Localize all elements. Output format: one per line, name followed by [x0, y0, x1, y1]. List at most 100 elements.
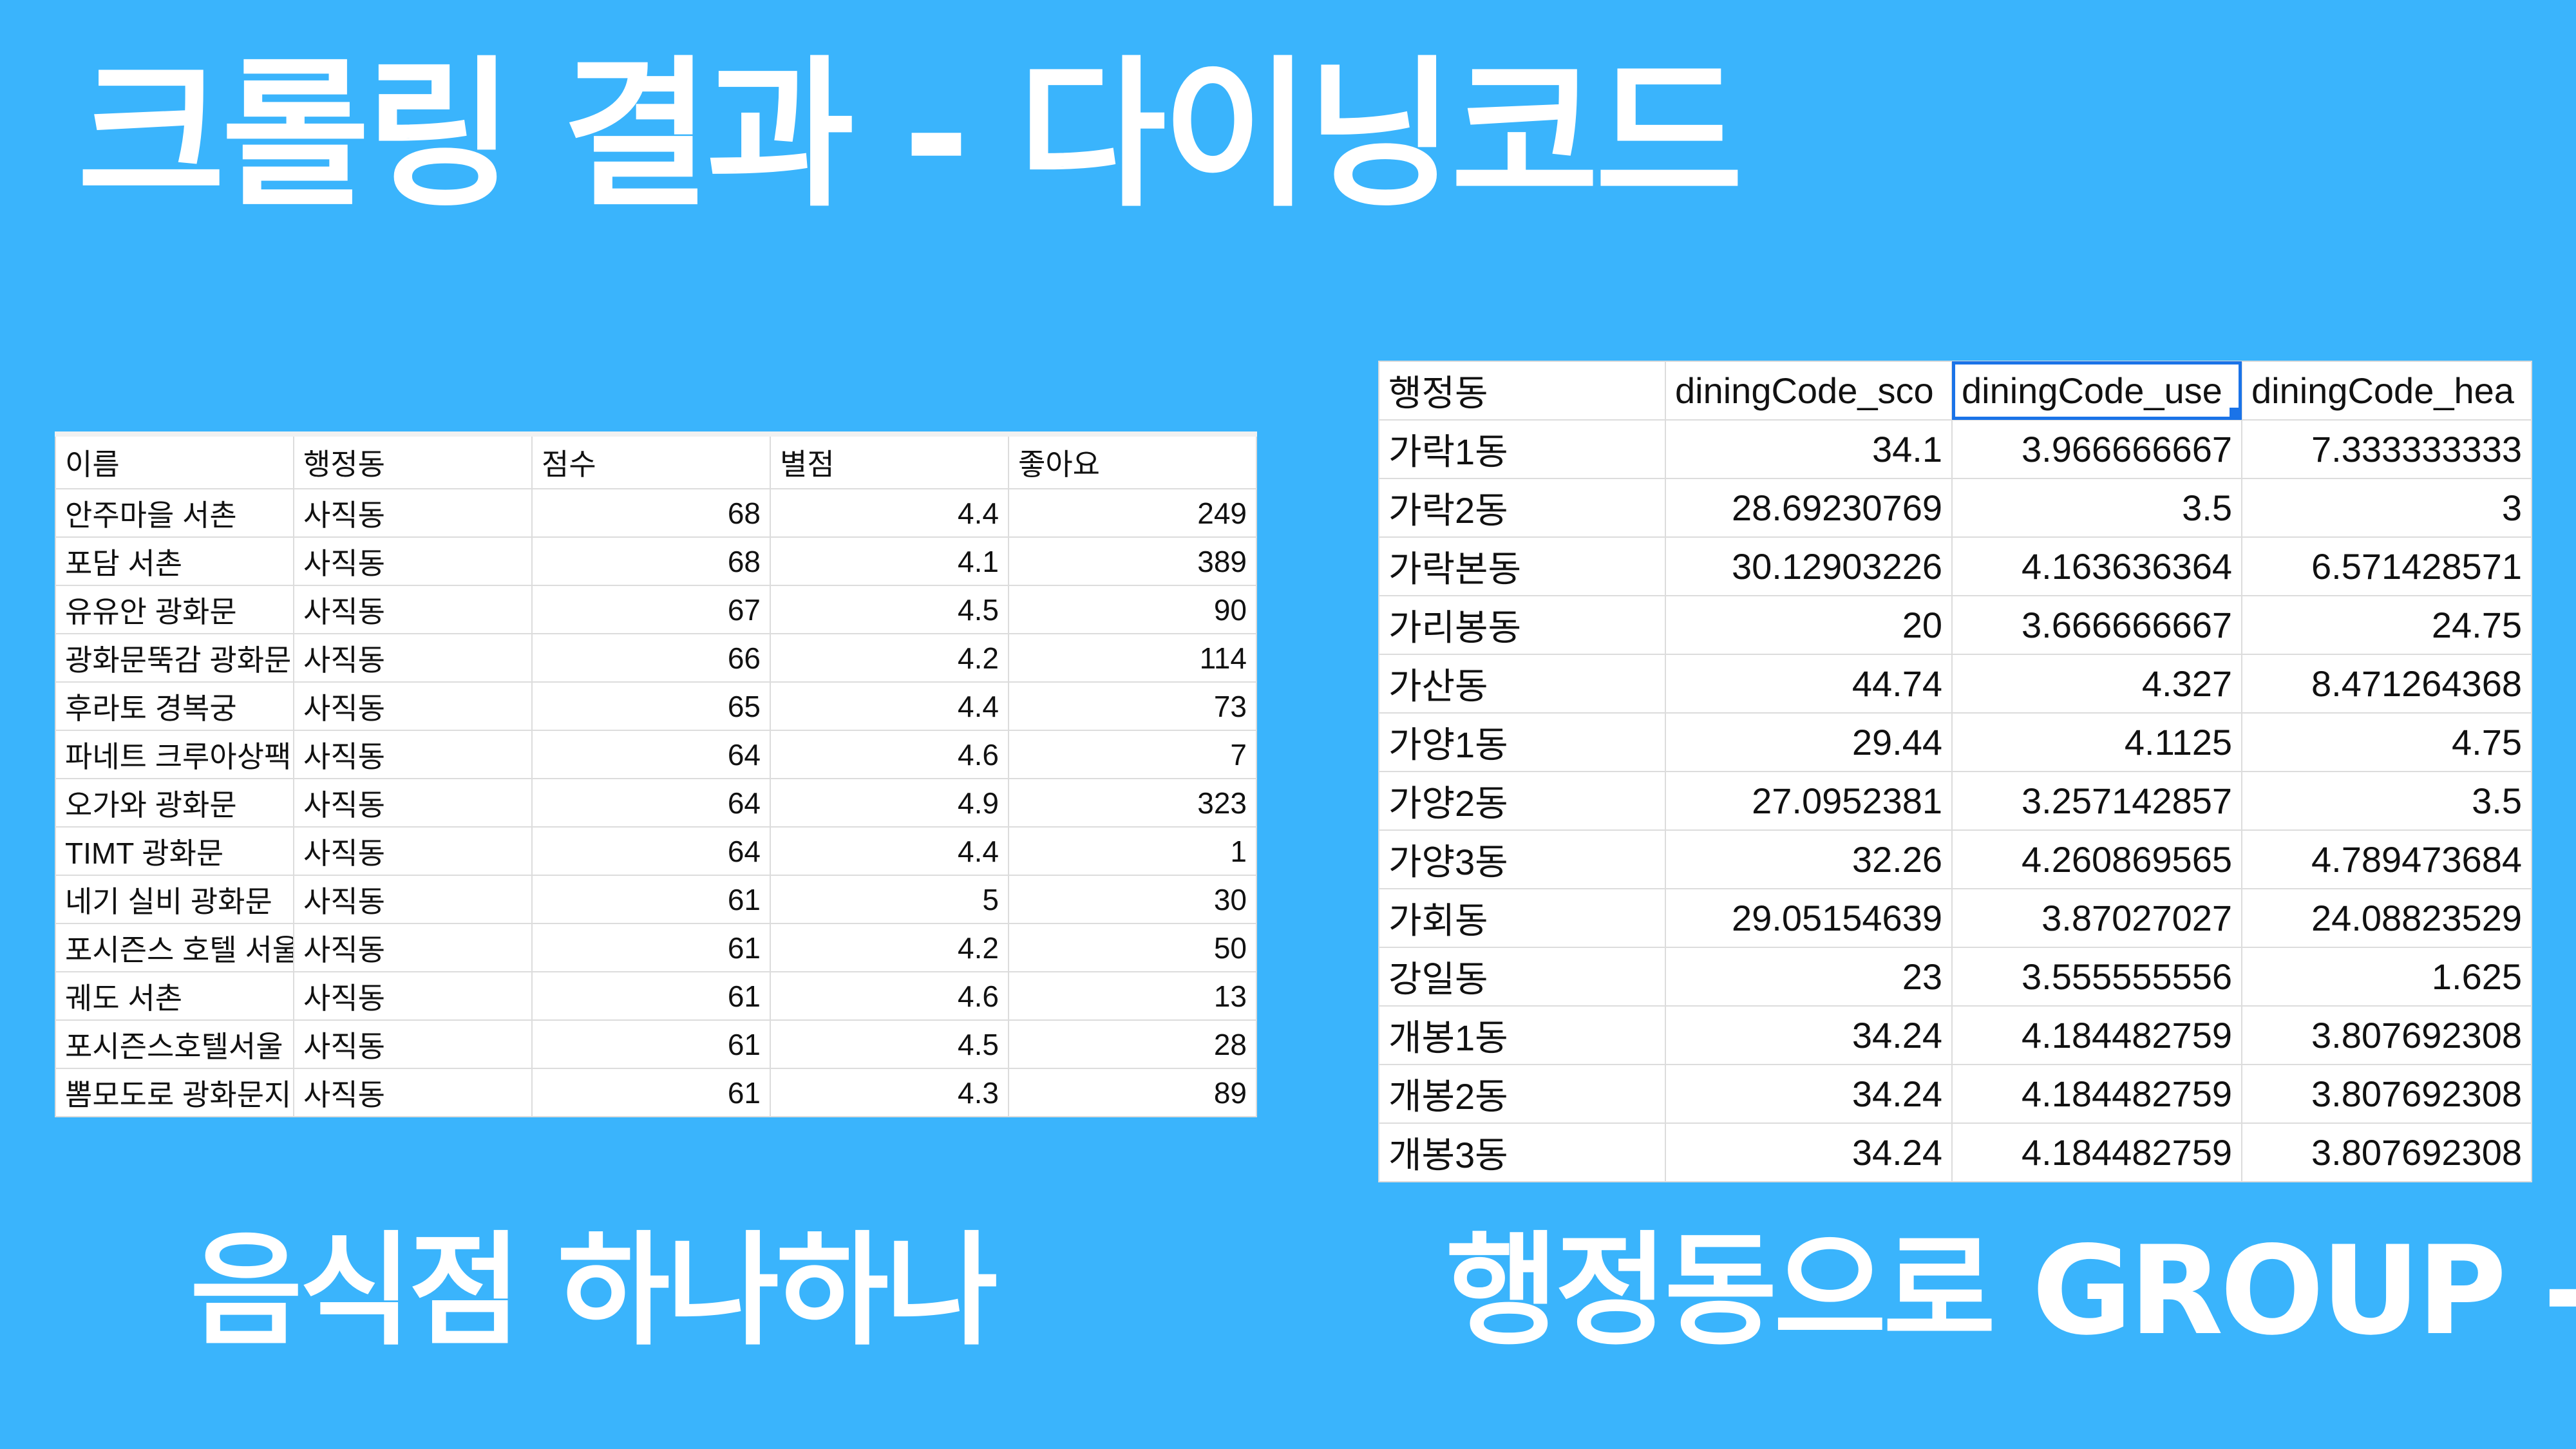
- table-cell[interactable]: 1: [1008, 826, 1257, 876]
- table-cell[interactable]: 68: [531, 488, 771, 538]
- table-cell[interactable]: 90: [1008, 585, 1257, 634]
- table-cell[interactable]: 사직동: [293, 488, 533, 538]
- table-cell[interactable]: 3.257142857: [1951, 771, 2242, 831]
- table-cell[interactable]: 가양1동: [1378, 712, 1666, 772]
- table-cell[interactable]: 4.2: [770, 923, 1009, 972]
- table-cell[interactable]: 5: [770, 875, 1009, 924]
- table-cell[interactable]: 개봉1동: [1378, 1005, 1666, 1065]
- table-cell[interactable]: 32.26: [1665, 829, 1953, 889]
- table-cell[interactable]: 13: [1008, 971, 1257, 1021]
- table-cell[interactable]: 가락2동: [1378, 478, 1666, 538]
- table-cell[interactable]: 64: [531, 730, 771, 779]
- table-cell[interactable]: 사직동: [293, 923, 533, 972]
- table-cell[interactable]: TIMT 광화문: [55, 826, 294, 876]
- table-cell[interactable]: 4.163636364: [1951, 536, 2242, 596]
- table-cell[interactable]: 4.327: [1951, 654, 2242, 714]
- table-cell[interactable]: 안주마을 서촌: [55, 488, 294, 538]
- table-cell[interactable]: 8.471264368: [2241, 654, 2532, 714]
- table-cell[interactable]: 사직동: [293, 826, 533, 876]
- table-cell[interactable]: 사직동: [293, 1019, 533, 1069]
- table-cell[interactable]: 4.9: [770, 778, 1009, 828]
- table-cell[interactable]: 가회동: [1378, 888, 1666, 948]
- table-cell[interactable]: 가산동: [1378, 654, 1666, 714]
- table-cell[interactable]: 6.571428571: [2241, 536, 2532, 596]
- table-cell[interactable]: 1.625: [2241, 947, 2532, 1007]
- table-cell[interactable]: 3.5: [2241, 771, 2532, 831]
- table-cell[interactable]: 34.24: [1665, 1122, 1953, 1182]
- table-cell[interactable]: 3.5: [1951, 478, 2242, 538]
- table-cell[interactable]: 사직동: [293, 778, 533, 828]
- table-cell[interactable]: 4.184482759: [1951, 1005, 2242, 1065]
- table-cell[interactable]: 개봉3동: [1378, 1122, 1666, 1182]
- table-cell[interactable]: 61: [531, 1019, 771, 1069]
- table-cell[interactable]: 사직동: [293, 730, 533, 779]
- table-cell[interactable]: 4.184482759: [1951, 1064, 2242, 1124]
- column-header[interactable]: 점수: [531, 431, 771, 489]
- table-cell[interactable]: 3.807692308: [2241, 1122, 2532, 1182]
- table-cell[interactable]: 4.4: [770, 488, 1009, 538]
- table-cell[interactable]: 4.75: [2241, 712, 2532, 772]
- table-cell[interactable]: 4.1: [770, 536, 1009, 586]
- table-cell[interactable]: 44.74: [1665, 654, 1953, 714]
- table-cell[interactable]: 34.24: [1665, 1005, 1953, 1065]
- table-cell[interactable]: 후라토 경복궁: [55, 681, 294, 731]
- table-cell[interactable]: 4.4: [770, 681, 1009, 731]
- table-cell[interactable]: 64: [531, 826, 771, 876]
- table-cell[interactable]: 249: [1008, 488, 1257, 538]
- table-cell[interactable]: 34.1: [1665, 419, 1953, 479]
- table-cell[interactable]: 사직동: [293, 585, 533, 634]
- column-header[interactable]: 이름: [55, 431, 294, 489]
- table-cell[interactable]: 50: [1008, 923, 1257, 972]
- table-cell[interactable]: 64: [531, 778, 771, 828]
- table-cell[interactable]: 3.807692308: [2241, 1064, 2532, 1124]
- column-header[interactable]: 행정동: [1378, 361, 1666, 421]
- table-cell[interactable]: 광화문뚝감 광화문: [55, 633, 294, 683]
- table-cell[interactable]: 사직동: [293, 681, 533, 731]
- table-cell[interactable]: 27.0952381: [1665, 771, 1953, 831]
- table-cell[interactable]: 65: [531, 681, 771, 731]
- table-cell[interactable]: 29.05154639: [1665, 888, 1953, 948]
- column-header[interactable]: 별점: [770, 431, 1009, 489]
- table-cell[interactable]: 3.807692308: [2241, 1005, 2532, 1065]
- table-cell[interactable]: 사직동: [293, 633, 533, 683]
- table-cell[interactable]: 73: [1008, 681, 1257, 731]
- table-cell[interactable]: 7.333333333: [2241, 419, 2532, 479]
- table-cell[interactable]: 가양3동: [1378, 829, 1666, 889]
- column-header[interactable]: 좋아요: [1008, 431, 1257, 489]
- table-cell[interactable]: 29.44: [1665, 712, 1953, 772]
- table-cell[interactable]: 3.966666667: [1951, 419, 2242, 479]
- table-cell[interactable]: 4.3: [770, 1068, 1009, 1117]
- table-cell[interactable]: 23: [1665, 947, 1953, 1007]
- table-cell[interactable]: 30: [1008, 875, 1257, 924]
- table-cell[interactable]: 89: [1008, 1068, 1257, 1117]
- table-cell[interactable]: 61: [531, 923, 771, 972]
- table-cell[interactable]: 포시즌스 호텔 서울: [55, 923, 294, 972]
- table-cell[interactable]: 28: [1008, 1019, 1257, 1069]
- table-cell[interactable]: 389: [1008, 536, 1257, 586]
- table-cell[interactable]: 20: [1665, 595, 1953, 655]
- table-cell[interactable]: 포시즌스호텔서울: [55, 1019, 294, 1069]
- column-header[interactable]: diningCode_use: [1951, 361, 2242, 421]
- table-cell[interactable]: 4.184482759: [1951, 1122, 2242, 1182]
- table-cell[interactable]: 4.6: [770, 971, 1009, 1021]
- table-cell[interactable]: 61: [531, 875, 771, 924]
- table-cell[interactable]: 323: [1008, 778, 1257, 828]
- table-cell[interactable]: 사직동: [293, 536, 533, 586]
- table-cell[interactable]: 네기 실비 광화문: [55, 875, 294, 924]
- table-cell[interactable]: 4.1125: [1951, 712, 2242, 772]
- table-cell[interactable]: 사직동: [293, 971, 533, 1021]
- table-cell[interactable]: 61: [531, 1068, 771, 1117]
- table-cell[interactable]: 4.260869565: [1951, 829, 2242, 889]
- table-cell[interactable]: 가락1동: [1378, 419, 1666, 479]
- fill-handle[interactable]: [2230, 408, 2240, 419]
- table-cell[interactable]: 유유안 광화문: [55, 585, 294, 634]
- table-cell[interactable]: 3.555555556: [1951, 947, 2242, 1007]
- table-cell[interactable]: 파네트 크루아상팩: [55, 730, 294, 779]
- table-cell[interactable]: 가양2동: [1378, 771, 1666, 831]
- table-cell[interactable]: 66: [531, 633, 771, 683]
- table-cell[interactable]: 강일동: [1378, 947, 1666, 1007]
- table-cell[interactable]: 사직동: [293, 875, 533, 924]
- table-cell[interactable]: 34.24: [1665, 1064, 1953, 1124]
- table-cell[interactable]: 4.2: [770, 633, 1009, 683]
- table-cell[interactable]: 4.6: [770, 730, 1009, 779]
